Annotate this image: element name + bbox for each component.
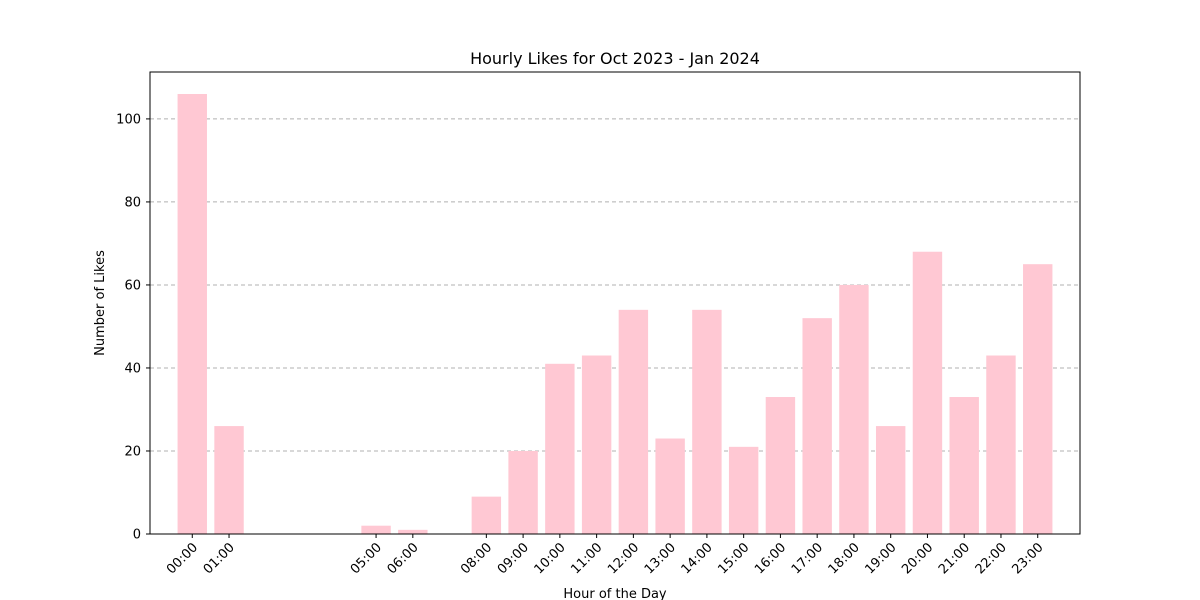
bar [618, 309, 649, 534]
bar [471, 496, 502, 534]
y-tick-label: 80 [124, 195, 141, 210]
chart-title: Hourly Likes for Oct 2023 - Jan 2024 [470, 49, 760, 68]
x-tick-label: 10:00 [532, 540, 569, 577]
bar [765, 397, 796, 534]
x-tick-label: 16:00 [752, 540, 789, 577]
x-tick-label: 11:00 [568, 540, 605, 577]
bar [839, 284, 869, 534]
bar [398, 529, 428, 534]
plot-frame [149, 71, 1081, 535]
bar [508, 450, 538, 534]
x-tick-label: 13:00 [642, 540, 679, 577]
bar [581, 355, 612, 534]
y-axis: 0 20 40 60 80 100 [116, 112, 150, 543]
x-tick-label: 18:00 [826, 540, 863, 577]
bar [361, 525, 391, 534]
bar [177, 94, 207, 534]
bar [875, 426, 906, 534]
x-tick-label: 09:00 [495, 540, 532, 577]
x-tick-label: 00:00 [164, 540, 201, 577]
x-tick-label: 06:00 [385, 540, 422, 577]
y-axis-label: Number of Likes [93, 250, 108, 356]
x-tick-label: 17:00 [789, 540, 826, 577]
x-tick-label: 12:00 [605, 540, 642, 577]
bar [949, 397, 979, 534]
bar [214, 426, 244, 534]
y-tick-label: 60 [124, 278, 141, 293]
x-axis-label: Hour of the Day [563, 587, 667, 600]
x-tick-label: 05:00 [348, 540, 385, 577]
x-tick-label: 08:00 [458, 540, 495, 577]
x-tick-label: 22:00 [973, 540, 1010, 577]
bars [177, 94, 1053, 535]
bar [912, 251, 943, 535]
bar [802, 318, 832, 534]
bar [1023, 264, 1053, 534]
y-tick-label: 100 [116, 112, 141, 127]
x-tick-label: 15:00 [715, 540, 752, 577]
x-tick-label: 14:00 [679, 540, 716, 577]
x-tick-label: 23:00 [1009, 540, 1046, 577]
bar [986, 355, 1016, 534]
bar [692, 309, 722, 534]
x-tick-label: 20:00 [899, 540, 936, 577]
x-axis: 00:00 01:00 05:00 06:00 08:00 09:00 10:00 11:00… [164, 534, 1047, 577]
x-tick-label: 01:00 [201, 540, 238, 577]
bar [545, 363, 575, 534]
x-tick-label: 21:00 [936, 540, 973, 577]
bar [728, 446, 759, 534]
y-tick-label: 20 [124, 444, 141, 459]
y-tick-label: 40 [124, 361, 141, 376]
x-tick-label: 19:00 [862, 540, 899, 577]
bar [655, 438, 685, 534]
y-tick-label: 0 [133, 528, 141, 543]
